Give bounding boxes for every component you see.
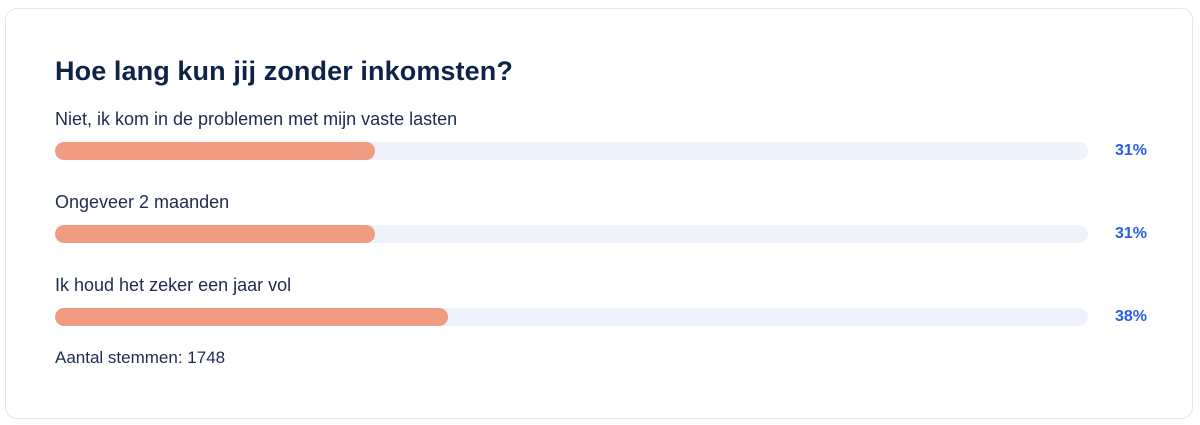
poll-option-percent: 38% [1114,308,1147,325]
poll-option-bar-fill [55,142,376,160]
poll-option-label: Niet, ik kom in de problemen met mijn va… [55,109,458,129]
poll-option-bar-track [55,142,1088,160]
poll-option-bar-track [55,308,1088,326]
poll-option-bar-fill [55,225,376,243]
poll-option-bar-track [55,225,1088,243]
poll-option-percent: 31% [1114,142,1147,159]
poll-option-bar-fill [55,308,448,326]
poll-option[interactable]: Ik houd het zeker een jaar vol 38% [55,274,1147,334]
poll-option-label: Ongeveer 2 maanden [55,192,230,212]
poll-option[interactable]: Niet, ik kom in de problemen met mijn va… [55,108,1147,168]
poll-option-percent: 31% [1114,225,1147,242]
vote-count: Aantal stemmen: 1748 [55,348,226,367]
poll-option[interactable]: Ongeveer 2 maanden 31% [55,191,1147,251]
poll-question: Hoe lang kun jij zonder inkomsten? [55,56,513,86]
poll-option-label: Ik houd het zeker een jaar vol [55,275,292,295]
poll-card: Hoe lang kun jij zonder inkomsten? Niet,… [5,8,1193,419]
